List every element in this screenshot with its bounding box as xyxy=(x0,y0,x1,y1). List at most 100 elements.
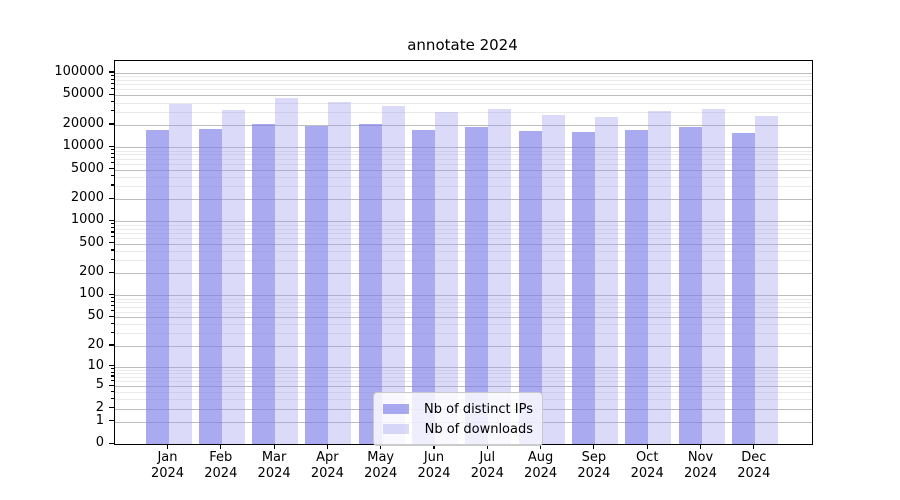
y-minor-tick xyxy=(111,397,114,399)
x-tick xyxy=(486,444,488,449)
y-tick-label: 10000 xyxy=(62,138,104,154)
gridline-major xyxy=(115,95,812,97)
y-minor-tick xyxy=(111,223,114,225)
gridline-major xyxy=(115,273,812,275)
x-tick xyxy=(753,444,755,449)
x-tick xyxy=(699,444,702,449)
gridline-minor xyxy=(115,224,812,226)
gridline-minor xyxy=(115,381,812,383)
x-tick-label: Apr 2024 xyxy=(297,450,357,482)
x-tick xyxy=(273,444,275,449)
x-tick-month: Jul xyxy=(479,450,496,465)
x-tick-label: Aug 2024 xyxy=(511,450,571,482)
y-tick-label: 2 xyxy=(95,399,104,415)
bar-distinct-ips-apr xyxy=(305,125,329,444)
y-tick-label: 1000 xyxy=(70,212,104,228)
x-tick xyxy=(166,444,169,449)
gridline-minor xyxy=(115,298,812,300)
legend: Nb of distinct IPs Nb of downloads xyxy=(373,392,543,446)
bar-downloads-jun xyxy=(435,111,458,444)
y-tick-label: 20 xyxy=(87,336,104,352)
bar-downloads-nov xyxy=(701,108,725,444)
bar-distinct-ips-may xyxy=(358,123,382,444)
y-tick-label: 0 xyxy=(95,435,104,450)
gridline-minor xyxy=(115,373,812,375)
y-tick-label: 50 xyxy=(87,308,104,324)
gridline-minor xyxy=(115,333,812,335)
y-tick-label: 1 xyxy=(95,412,104,428)
bar-distinct-ips-jan xyxy=(145,130,169,444)
y-minor-tick xyxy=(111,149,114,151)
y-tick-label: 100000 xyxy=(54,63,104,79)
y-minor-tick xyxy=(111,87,114,90)
y-minor-tick xyxy=(111,258,114,260)
x-tick-label: Jan 2024 xyxy=(138,450,198,482)
bar-downloads-oct xyxy=(648,111,672,444)
y-minor-tick xyxy=(111,152,114,155)
y-minor-tick xyxy=(111,371,114,373)
x-tick-year: 2024 xyxy=(524,466,558,481)
x-tick-label: May 2024 xyxy=(351,450,411,482)
y-tick xyxy=(109,407,114,409)
x-tick-month: Jun xyxy=(423,450,445,465)
gridline-major xyxy=(115,199,812,201)
x-tick xyxy=(540,444,542,449)
bar-distinct-ips-aug xyxy=(518,131,542,444)
y-tick-label: 50000 xyxy=(62,86,104,102)
bar-downloads-feb xyxy=(221,109,245,444)
gridline-minor xyxy=(115,158,812,160)
x-tick-label: Oct 2024 xyxy=(617,450,677,482)
y-tick-label: 20000 xyxy=(62,115,104,131)
x-tick-year: 2024 xyxy=(417,466,451,481)
gridline-major xyxy=(115,386,812,388)
y-tick-label: 2000 xyxy=(70,190,104,206)
gridline-major xyxy=(115,295,812,297)
gridline-minor xyxy=(115,369,812,371)
y-minor-tick xyxy=(111,162,114,164)
gridline-minor xyxy=(115,111,812,113)
x-tick-year: 2024 xyxy=(577,466,611,481)
y-tick xyxy=(109,365,114,367)
y-minor-tick xyxy=(111,227,114,229)
x-tick xyxy=(380,444,382,449)
y-tick xyxy=(109,168,114,170)
y-tick xyxy=(109,219,114,222)
x-tick-month: Sep xyxy=(581,450,607,465)
x-tick-year: 2024 xyxy=(257,466,291,481)
x-tick xyxy=(220,444,222,449)
bar-distinct-ips-sep xyxy=(571,131,595,444)
y-tick xyxy=(109,442,114,444)
gridline-minor xyxy=(115,311,812,313)
gridline-minor xyxy=(115,324,812,326)
x-tick-label: Sep 2024 xyxy=(564,450,624,482)
bar-downloads-dec xyxy=(754,115,778,444)
y-minor-tick xyxy=(111,101,114,103)
gridline-minor xyxy=(115,80,812,82)
y-minor-tick xyxy=(111,300,114,303)
y-tick-label: 5 xyxy=(95,377,104,393)
gridline-minor xyxy=(115,150,812,152)
x-tick-year: 2024 xyxy=(470,466,504,481)
gridline-major xyxy=(115,124,812,126)
y-tick-label: 500 xyxy=(79,234,104,250)
y-minor-tick xyxy=(111,368,114,370)
gridline-minor xyxy=(115,250,812,252)
legend-swatch xyxy=(383,424,409,434)
x-tick-year: 2024 xyxy=(204,466,238,481)
gridline-minor xyxy=(115,76,812,78)
x-tick-month: Oct xyxy=(635,450,659,465)
gridline-minor xyxy=(115,237,812,239)
y-tick xyxy=(109,384,114,386)
x-tick-month: Jan xyxy=(157,450,178,465)
x-tick-month: Nov xyxy=(687,450,714,465)
y-tick xyxy=(109,271,114,273)
x-tick-year: 2024 xyxy=(683,466,718,481)
x-tick-month: May xyxy=(367,450,395,465)
y-minor-tick xyxy=(111,184,114,186)
plot-area xyxy=(114,60,813,445)
x-tick-label: Mar 2024 xyxy=(244,450,304,482)
y-minor-tick xyxy=(111,236,114,238)
gridline-major xyxy=(115,169,812,171)
bar-downloads-mar xyxy=(275,97,299,444)
